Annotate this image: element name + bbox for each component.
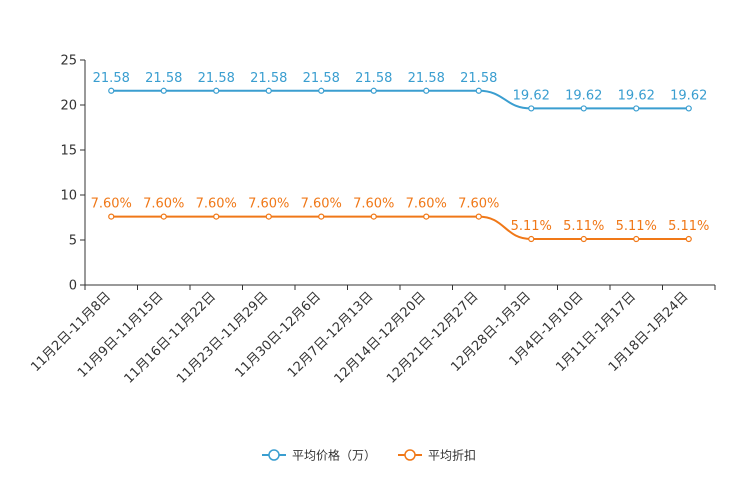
data-point [370,213,377,220]
data-point [475,87,482,94]
axes: 051015202511月2日-11月8日11月9日-11月15日11月16日-… [28,54,716,387]
data-point [160,213,167,220]
data-point [633,105,640,112]
x-tick-label: 12月21日-12月27日 [384,289,481,386]
data-label: 21.58 [250,71,287,86]
series-0: 21.58 21.58 21.58 21.58 21.58 21.58 21.58 21.58… [93,71,707,112]
legend[interactable]: 平均价格（万） 平均折扣 [262,448,476,463]
legend-label: 平均价格（万） [292,448,376,463]
data-label: 7.60% [91,197,132,212]
data-point [685,105,692,112]
data-point [685,235,692,243]
y-tick-label: 15 [60,144,77,159]
data-point [108,87,115,94]
x-tick-label: 11月23日-11月29日 [174,289,271,386]
y-tick-label: 5 [69,234,77,249]
x-tick-label: 11月16日-11月22日 [122,289,219,386]
data-label: 21.58 [303,71,340,86]
legend-item-0[interactable]: 平均价格（万） [262,448,376,463]
y-tick-label: 25 [60,54,77,69]
x-tick-label: 12月14日-12月20日 [332,289,429,386]
data-label: 19.62 [513,88,550,103]
data-label: 5.11% [668,219,709,234]
data-point [528,105,535,112]
data-point [318,213,325,220]
data-point [265,87,272,94]
series-line [111,89,689,110]
data-label: 21.58 [408,71,445,86]
data-label: 21.58 [460,71,497,86]
y-tick-label: 20 [60,99,77,114]
y-tick-label: 10 [60,189,77,204]
data-point [423,87,430,94]
data-label: 5.11% [616,219,657,234]
data-label: 5.11% [511,219,552,234]
data-point [528,235,535,243]
data-label: 21.58 [198,71,235,86]
data-point [318,87,325,94]
data-label: 7.60% [196,197,237,212]
data-point [475,213,482,220]
data-label: 21.58 [93,71,130,86]
legend-marker-icon [268,449,280,461]
data-label: 7.60% [301,197,342,212]
data-point [580,105,587,112]
data-label: 7.60% [406,197,447,212]
data-point [265,213,272,220]
data-point [108,213,115,220]
data-point [213,213,220,220]
series-1: 7.60% 7.60% 7.60% 7.60% 7.60% 7.60% 7.60% 7.60%… [91,197,709,243]
data-point [160,87,167,94]
legend-marker-icon [404,449,416,461]
data-label: 21.58 [145,71,182,86]
data-label: 7.60% [458,197,499,212]
data-point [633,235,640,243]
data-label: 21.58 [355,71,392,86]
data-label: 19.62 [670,88,707,103]
legend-item-1[interactable]: 平均折扣 [398,448,476,463]
legend-label: 平均折扣 [428,448,476,463]
data-label: 5.11% [563,219,604,234]
series-layer: 21.58 21.58 21.58 21.58 21.58 21.58 21.58 21.58… [91,71,709,243]
data-label: 7.60% [143,197,184,212]
data-label: 7.60% [353,197,394,212]
series-line [111,215,689,241]
data-label: 19.62 [618,88,655,103]
data-point [580,235,587,243]
data-point [370,87,377,94]
y-tick-label: 0 [69,279,77,294]
data-label: 7.60% [248,197,289,212]
data-point [423,213,430,220]
data-point [213,87,220,94]
data-label: 19.62 [565,88,602,103]
